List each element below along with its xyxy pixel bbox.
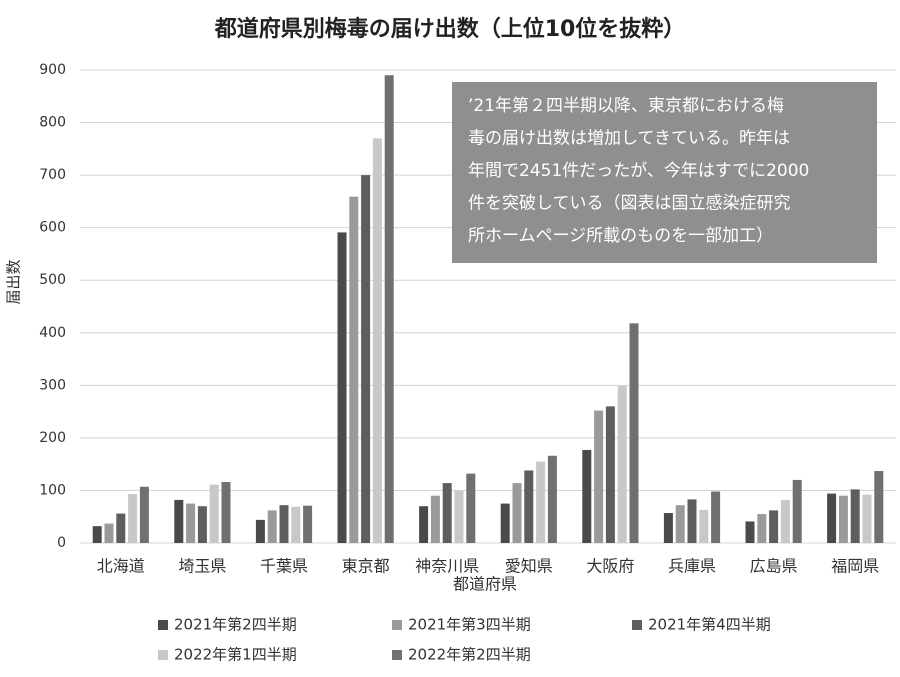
bar [384,75,394,543]
bar [209,484,219,543]
bar [197,506,207,543]
bar [757,514,767,543]
bar [687,499,697,543]
legend-swatch [158,650,168,660]
legend-label: 2022年第1四半期 [174,646,297,664]
legend-swatch [632,620,642,630]
bar [862,494,872,543]
legend-label: 2021年第3四半期 [408,616,531,634]
y-axis-label: 届出数 [5,259,23,304]
legend-label: 2022年第2四半期 [408,646,531,664]
x-tick-label: 広島県 [750,557,798,576]
bar [221,482,231,543]
bar [372,138,382,544]
legend-label: 2021年第4四半期 [648,616,771,634]
y-tick-label: 200 [39,430,66,446]
chart-title: 都道府県別梅毒の届け出数（上位10位を抜粋） [214,16,686,42]
annotation-line: 件を突破している（図表は国立感染症研究 [468,194,791,214]
bar [582,449,592,543]
legend-swatch [158,620,168,630]
bar [361,175,371,543]
bar [594,410,604,543]
bar [419,506,429,543]
bar [838,495,848,543]
x-tick-label: 福岡県 [831,557,879,576]
legend-swatch [392,650,402,660]
bar [174,499,184,543]
y-tick-label: 800 [39,115,66,131]
bar [769,510,779,543]
x-tick-label: 大阪府 [586,557,634,576]
x-tick-label: 神奈川県 [415,557,479,576]
bar [745,521,755,543]
bar [699,509,709,543]
legend-label: 2021年第2四半期 [174,616,297,634]
bar [442,483,452,543]
bar [524,470,534,543]
x-tick-label: 愛知県 [505,557,553,576]
bar [827,493,837,543]
bar [780,499,790,543]
annotation-line: 所ホームページ所載のものを一部加工） [468,226,773,246]
bar [128,494,138,543]
y-tick-label: 300 [39,377,66,393]
bar [303,505,313,543]
y-tick-label: 400 [39,325,66,341]
y-tick-label: 700 [39,167,66,183]
annotation-line: 年間で2451件だったが、今年はすでに2000 [468,161,809,181]
y-tick-label: 0 [57,535,66,551]
x-tick-label: 東京都 [342,557,390,576]
bar [430,495,440,543]
annotation-line: ’21年第２四半期以降、東京都における梅 [468,96,784,116]
bar [267,510,277,543]
x-tick-label: 兵庫県 [668,557,716,576]
y-tick-label: 600 [39,220,66,236]
annotation-line: 毒の届け出数は増加してきている。昨年は [468,129,790,149]
bar [349,196,359,544]
annotation-box [452,82,877,263]
x-tick-label: 千葉県 [260,557,308,576]
x-axis-label: 都道府県 [453,575,517,594]
y-tick-label: 900 [39,62,66,78]
bar [500,503,510,543]
legend: 2021年第2四半期 2021年第3四半期 2021年第4四半期 2022年第1四半期… [158,616,771,664]
bar [629,323,639,543]
bar [512,483,522,543]
bar [547,455,557,543]
bar [536,461,546,543]
bar [116,513,126,543]
bar [279,505,289,543]
annotation: ’21年第２四半期以降、東京都における梅毒の届け出数は増加してきている。昨年は年… [468,96,809,246]
bar [617,385,627,543]
bar [675,505,685,543]
bar [466,473,476,543]
y-tick-label: 100 [39,482,66,498]
bar [605,406,615,543]
bar [792,479,802,543]
bar [255,519,265,543]
bar [139,486,149,543]
bar [663,513,673,543]
bar [291,506,301,543]
bar [454,490,464,543]
bar [186,503,196,543]
x-tick-label: 北海道 [97,557,145,576]
bar [711,491,721,543]
bar [874,470,884,543]
bar [104,523,114,543]
bar [850,489,860,543]
bar [337,232,347,543]
legend-swatch [392,620,402,630]
x-tick-label: 埼玉県 [178,557,226,576]
bar [92,526,102,543]
y-tick-label: 500 [39,272,66,288]
